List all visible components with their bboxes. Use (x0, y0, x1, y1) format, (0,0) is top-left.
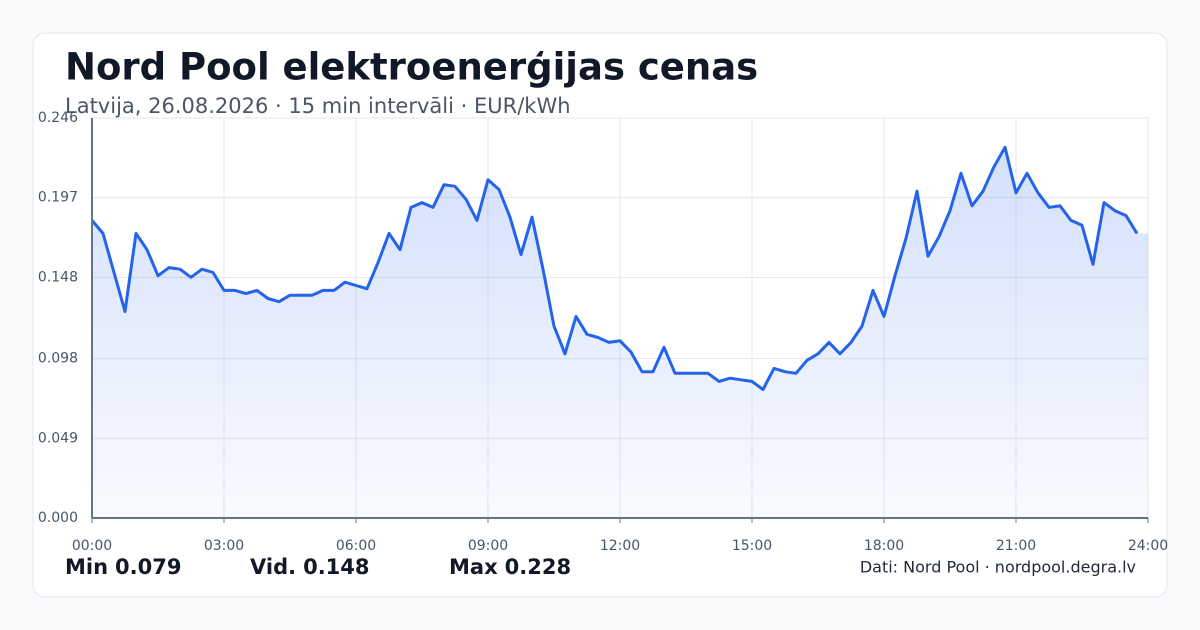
stat-value: 0.079 (115, 555, 181, 579)
area (92, 147, 1148, 519)
chart-title: Nord Pool elektroenerģijas cenas (65, 46, 758, 89)
stat-label: Min (65, 555, 108, 579)
stat-label: Max (449, 555, 498, 579)
x-tick-label: 15:00 (732, 538, 772, 554)
x-tick-label: 12:00 (600, 538, 640, 554)
y-tick-label: 0.049 (38, 430, 78, 446)
x-tick-label: 18:00 (864, 538, 904, 554)
stat: Max 0.228 (449, 555, 571, 579)
y-tick-label: 0.197 (38, 190, 78, 206)
y-tick-label: 0.148 (38, 269, 78, 285)
source: Dati: Nord Pool · nordpool.degra.lv (860, 558, 1136, 577)
x-tick-label: 06:00 (336, 538, 376, 554)
stat-value: 0.148 (303, 555, 369, 579)
y-tick-label: 0.246 (38, 110, 78, 126)
plot: 0.000 0.049 0.098 0.148 0.197 0.246 00:00 03:00… (38, 110, 1168, 579)
y-tick-label: 0.098 (38, 351, 78, 367)
x-tick-label: 03:00 (204, 538, 244, 554)
stat: Vid. 0.148 (250, 555, 370, 579)
price-line (90, 145, 1139, 391)
x-tick-label: 00:00 (72, 538, 112, 554)
x-tick-label: 09:00 (468, 538, 508, 554)
x-tick-label: 24:00 (1128, 538, 1168, 554)
chart-subtitle: Latvija, 26.08.2026 · 15 min intervāli ·… (65, 94, 571, 118)
stat-label: Vid. (250, 555, 296, 579)
x-tick-label: 21:00 (996, 538, 1036, 554)
stat: Min 0.079 (65, 555, 181, 579)
stat-value: 0.228 (505, 555, 571, 579)
y-tick-label: 0.000 (38, 510, 78, 526)
